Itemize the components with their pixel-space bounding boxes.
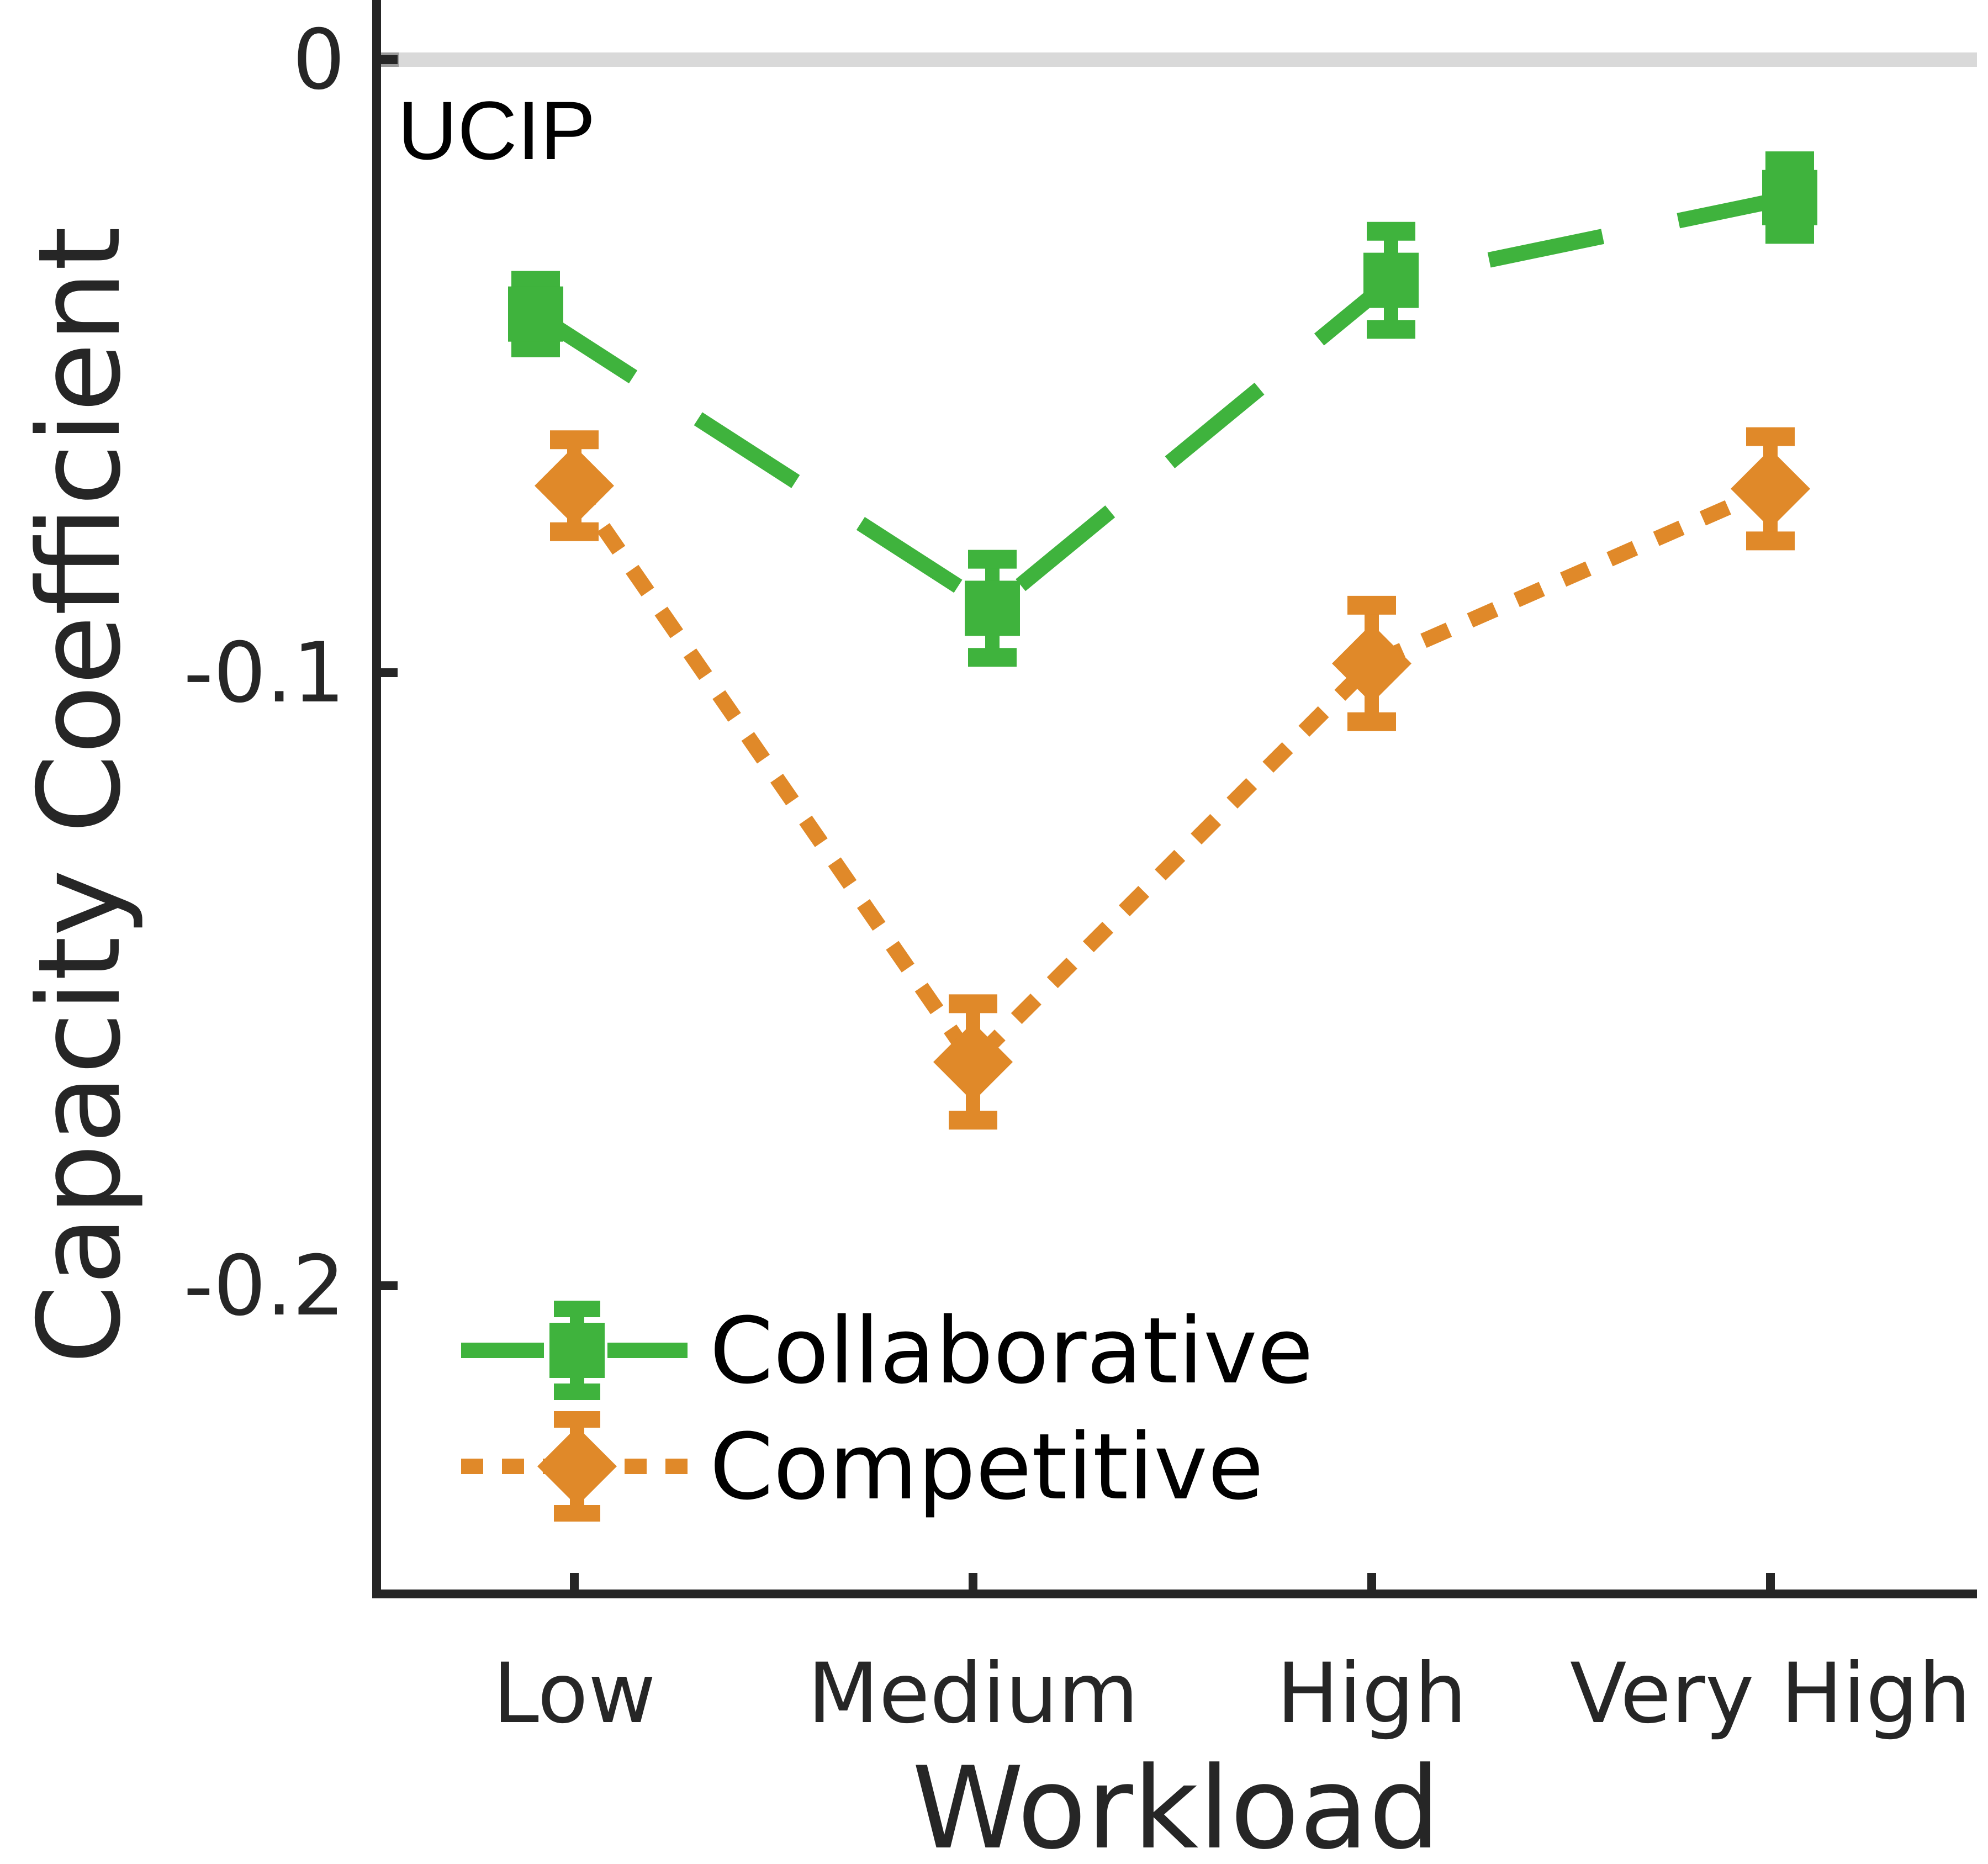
- data-point-collaborative-1: [965, 580, 1020, 636]
- data-point-collaborative-3: [1762, 170, 1817, 225]
- legend-entry-collaborative: Collaborative: [461, 1298, 1313, 1404]
- x-ticks: Low Medium High Very High: [493, 1573, 1971, 1742]
- x-tick-label-3: Very High: [1570, 1646, 1971, 1742]
- data-point-competitive-3: [1731, 449, 1810, 529]
- legend-label-competitive: Competitive: [710, 1414, 1263, 1520]
- y-tick-label-1: -0.1: [183, 625, 345, 721]
- ucip-label: UCIP: [398, 84, 595, 177]
- data-point-competitive-2: [1332, 624, 1411, 704]
- data-point-competitive-0: [535, 446, 614, 526]
- data-point-competitive-1: [933, 1022, 1013, 1102]
- legend-label-collaborative: Collaborative: [710, 1298, 1313, 1404]
- y-axis-title: Capacity Coefficient: [14, 226, 146, 1364]
- reference-layer: UCIP: [381, 52, 1977, 177]
- data-point-collaborative-0: [508, 286, 563, 342]
- legend-marker-competitive: [537, 1427, 617, 1506]
- y-ticks: 0 -0.1 -0.2: [183, 12, 398, 1334]
- axis-frame: [372, 0, 1977, 1598]
- y-tick-label-0: 0: [293, 12, 345, 108]
- x-axis-title: Workload: [912, 1743, 1440, 1864]
- series-competitive: [535, 427, 1810, 1130]
- data-point-collaborative-2: [1363, 252, 1419, 308]
- legend-marker-collaborative: [549, 1323, 605, 1378]
- legend-entry-competitive: Competitive: [461, 1411, 1263, 1522]
- axes: [372, 0, 1977, 1598]
- series-collaborative: [508, 151, 1817, 667]
- x-tick-label-2: High: [1277, 1646, 1467, 1742]
- y-tick-label-2: -0.2: [183, 1238, 345, 1334]
- series-layer: [508, 151, 1817, 1130]
- series-line-collaborative: [531, 190, 1791, 618]
- x-tick-label-0: Low: [493, 1646, 655, 1742]
- series-line-competitive: [568, 481, 1774, 1074]
- x-tick-label-1: Medium: [807, 1646, 1139, 1742]
